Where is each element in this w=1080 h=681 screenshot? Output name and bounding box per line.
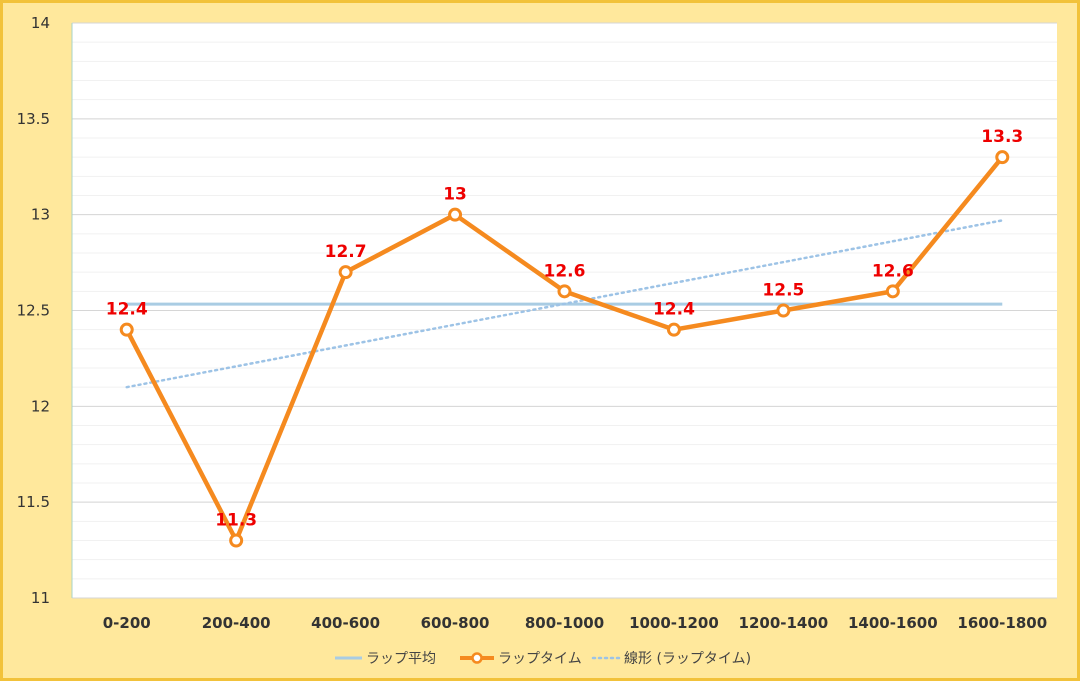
x-tick-label: 1200-1400 [739, 614, 829, 632]
y-tick-label: 11 [31, 589, 50, 607]
x-tick-label: 1000-1200 [629, 614, 719, 632]
x-tick-label: 0-200 [103, 614, 151, 632]
lap-time-marker [557, 284, 572, 299]
lap-time-marker [338, 265, 353, 280]
lap-time-marker [995, 150, 1010, 165]
lap-time-marker [776, 303, 791, 318]
data-label: 12.6 [872, 261, 914, 281]
y-tick-label: 12 [31, 397, 50, 415]
lap-time-marker [885, 284, 900, 299]
data-label: 12.4 [653, 300, 695, 320]
lap-time-marker [119, 322, 134, 337]
x-tick-label: 800-1000 [525, 614, 604, 632]
data-label: 11.3 [215, 511, 257, 531]
x-tick-label: 600-800 [421, 614, 490, 632]
x-tick-label: 1600-1800 [957, 614, 1047, 632]
legend-label-lap-time: ラップタイム [498, 651, 582, 667]
data-label: 13 [443, 185, 467, 205]
data-label: 12.6 [544, 261, 586, 281]
data-label: 12.4 [106, 300, 148, 320]
y-tick-label: 14 [31, 14, 50, 32]
legend-label-average: ラップ平均 [366, 651, 436, 667]
x-tick-label: 1400-1600 [848, 614, 938, 632]
lap-time-marker [229, 533, 244, 548]
data-label: 12.7 [325, 242, 367, 262]
y-tick-label: 13 [31, 206, 50, 224]
x-tick-label: 400-600 [311, 614, 380, 632]
x-tick-label: 200-400 [202, 614, 271, 632]
y-tick-label: 13.5 [17, 110, 50, 128]
data-label: 12.5 [762, 281, 804, 301]
y-tick-label: 12.5 [17, 302, 50, 320]
y-tick-label: 11.5 [17, 493, 50, 511]
lap-time-marker [666, 322, 681, 337]
legend-marker-lap-time [471, 652, 483, 664]
trendline [125, 219, 1004, 389]
legend-label-trend: 線形 (ラップタイム) [624, 651, 751, 667]
lap-time-marker [448, 207, 463, 222]
data-label: 13.3 [981, 127, 1023, 147]
